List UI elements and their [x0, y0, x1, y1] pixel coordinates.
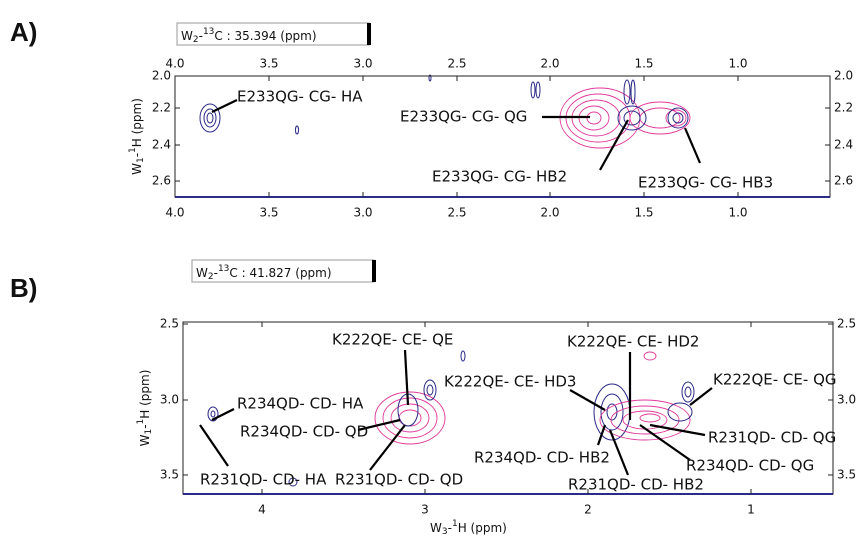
peak-annotation: E233QG- CG- HB2	[432, 168, 567, 186]
sup: 1	[136, 419, 146, 425]
compound-label: W1-1H (ppm)	[128, 98, 146, 175]
x-tick-label: 3.0	[353, 206, 372, 220]
pointer	[357, 418, 401, 432]
peak-annotation: R231QD- CD- QD	[335, 471, 463, 489]
peak-annotation: R234QD- CD- HA	[237, 395, 364, 413]
contours-b	[207, 350, 695, 487]
y-tick-label-right: 2.0	[834, 69, 853, 83]
pointer	[403, 349, 410, 406]
x-tick-label: 2.0	[540, 206, 559, 220]
y-tick-label: 2.0	[152, 69, 171, 83]
dash: -	[199, 29, 203, 43]
x-tick-label-top: 2.0	[540, 57, 559, 71]
contours-a	[199, 74, 691, 149]
x-tick-label-top: 1.5	[634, 57, 653, 71]
sub: 2	[193, 35, 199, 45]
panel-label: A)	[10, 17, 37, 47]
compound-label: W2-13C : 41.827 (ppm)	[196, 264, 332, 282]
peak-annotation: R234QD- CD- HB2	[474, 449, 610, 467]
pointer	[689, 387, 713, 406]
x-tick-label: 2	[584, 503, 592, 517]
y-tick-label-right: 2.5	[837, 317, 856, 331]
dash: -	[138, 424, 152, 428]
peak-annotation: K222QE- CE- QG	[713, 371, 837, 389]
peak-annotation: K222QE- CE- HD2	[567, 333, 699, 351]
sup: 1	[128, 147, 138, 153]
y-tick-label: 3.5	[160, 468, 179, 482]
w: W	[181, 29, 193, 43]
y-tick-label: 2.2	[152, 101, 171, 115]
panel-label: B)	[10, 273, 37, 303]
y-tick-label-right: 2.2	[834, 101, 853, 115]
y-tick-label: 2.4	[152, 138, 171, 152]
sup: 13	[203, 27, 214, 37]
x-tick-label: 3	[421, 503, 429, 517]
w: W	[196, 266, 208, 280]
pointer	[639, 424, 691, 461]
x-tick-label-top: 2.5	[447, 57, 466, 71]
rest: H (ppm)	[138, 370, 152, 419]
rest: H (ppm)	[130, 98, 144, 147]
y-tick-label-right: 3.0	[837, 393, 856, 407]
peak-annotation: R231QD- CD- HA	[200, 471, 327, 489]
y-tick-label-right: 3.5	[837, 468, 856, 482]
x-tick-label: 3.5	[259, 206, 278, 220]
y-tick-label: 2.6	[152, 174, 171, 188]
sub: 3	[442, 527, 448, 537]
pointer	[211, 99, 238, 113]
pointer	[211, 408, 235, 421]
x-tick-label: 1	[747, 503, 755, 517]
w: W	[138, 434, 152, 446]
x-tick-label: 2.5	[447, 206, 466, 220]
y-tick-label: 3.0	[160, 393, 179, 407]
dash: -	[214, 266, 218, 280]
sub: 1	[144, 429, 154, 435]
x-tick-label: 1.5	[634, 206, 653, 220]
pointer	[596, 424, 607, 446]
peak-annotation: R231QD- CD- QG	[708, 429, 836, 447]
x-tick-label-top: 3.5	[259, 57, 278, 71]
x-tick-label-top: 3.0	[353, 57, 372, 71]
x-tick-label-top: 4.0	[165, 57, 184, 71]
pointer	[608, 429, 630, 476]
pointer	[683, 127, 702, 164]
pointer	[369, 424, 406, 471]
w: W	[430, 521, 442, 535]
peak-annotation: E233QG- CG- HA	[237, 88, 363, 106]
peak-annotation: R231QD- CD- HB2	[568, 476, 704, 494]
peak-annotation: R234QD- CD- QG	[686, 457, 814, 475]
peak-annotation: K222QE- CE- HD3	[444, 373, 576, 391]
sup: 1	[452, 519, 458, 529]
dash: -	[448, 521, 452, 535]
pointer	[569, 389, 606, 411]
dash: -	[130, 153, 144, 157]
y-tick-label-right: 2.4	[834, 138, 853, 152]
peak-annotation: E233QG- CG- HB3	[638, 174, 773, 192]
compound-label: W3-1H (ppm)	[430, 519, 507, 537]
sub: 1	[136, 157, 146, 163]
pointer	[649, 423, 706, 437]
sup: 13	[218, 264, 229, 274]
y-tick-label-right: 2.6	[834, 174, 853, 188]
peak-annotation: K222QE- CE- QE	[332, 331, 453, 349]
rest: C : 35.394 (ppm)	[214, 29, 316, 43]
peak-annotation: R234QD- CD- QD	[240, 423, 368, 441]
rest: C : 41.827 (ppm)	[229, 266, 331, 280]
compound-label: W2-13C : 35.394 (ppm)	[181, 27, 317, 45]
x-tick-label: 1.0	[728, 206, 747, 220]
w: W	[130, 163, 144, 175]
compound-label: W1-1H (ppm)	[136, 370, 154, 447]
y-tick-label: 2.5	[160, 317, 179, 331]
x-tick-label: 4	[258, 503, 266, 517]
pointer	[199, 424, 229, 467]
rest: H (ppm)	[458, 521, 507, 535]
pointer	[599, 119, 629, 171]
peak-annotation: E233QG- CG- QG	[400, 108, 527, 126]
x-tick-label: 4.0	[165, 206, 184, 220]
x-tick-label-top: 1.0	[728, 57, 747, 71]
sub: 2	[208, 272, 214, 282]
